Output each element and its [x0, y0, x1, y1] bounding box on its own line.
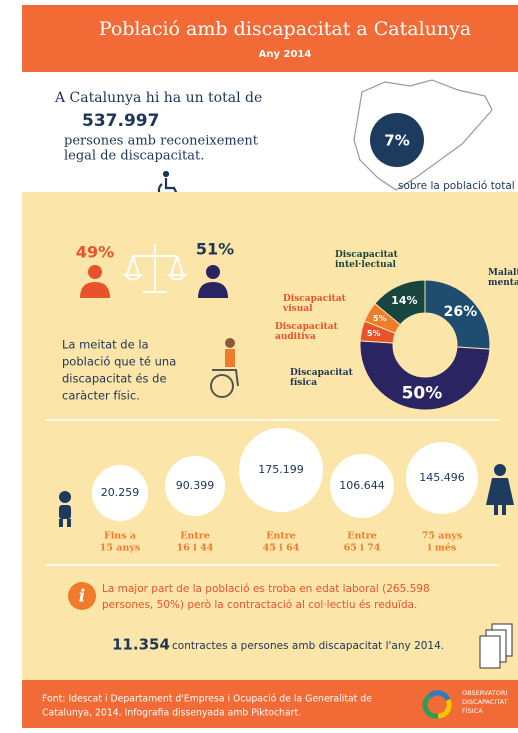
header-band: [22, 5, 518, 72]
age-label: Entre: [266, 531, 296, 542]
info-icon: i: [79, 587, 85, 607]
men-share: 51%: [196, 240, 234, 259]
logo-text: OBSERVATORI: [462, 689, 507, 697]
contracts-text: contractes a persones amb discapacitat l…: [172, 640, 444, 652]
source: Font: Idescat i Departament d'Empresa i …: [42, 694, 372, 705]
donut-segment: [359, 340, 491, 411]
subtitle: Any 2014: [259, 49, 312, 60]
document-icon: [479, 623, 513, 669]
intro: A Catalunya hi ha un total de: [54, 90, 262, 106]
footer-band: [22, 680, 518, 728]
age-value: 175.199: [258, 463, 304, 476]
scale-icon: [122, 245, 188, 293]
age-label: Fins a: [104, 531, 136, 542]
note-line: discapacitat és de: [62, 372, 167, 386]
donut-value-label: 50%: [402, 383, 443, 403]
donut-category-label: Discapacitat física: [290, 368, 354, 388]
total-number: 537.997: [82, 111, 159, 131]
info-circle: [68, 582, 96, 610]
share: 7%: [384, 132, 409, 150]
age-label: Entre: [347, 531, 377, 542]
child-icon: [59, 491, 71, 527]
donut-category-label: Discapacitat intel·lectual: [335, 250, 399, 270]
note-line: caràcter físic.: [62, 389, 140, 403]
age-circle: [330, 454, 394, 518]
intro-line: persones amb reconeixement: [64, 134, 259, 149]
share-circle: [370, 113, 424, 167]
employment-note: persones, 50%) però la contractació al c…: [102, 599, 417, 611]
donut-category-label: Malaltiamental: [488, 268, 518, 288]
donut-value-label: 5%: [373, 314, 387, 323]
age-circle: [239, 428, 323, 512]
woman-icon: [80, 265, 110, 298]
contracts-number: 11.354: [112, 636, 170, 654]
donut-value-label: 14%: [391, 294, 417, 307]
age-circle: [406, 442, 478, 514]
age-label: Entre: [180, 531, 210, 542]
age-label: 65 i 74: [344, 543, 381, 554]
donut-value-label: 26%: [444, 304, 478, 320]
donut-category-label: Discapacitat visual: [282, 294, 347, 314]
age-value: 90.399: [176, 479, 215, 492]
donut-segment: [374, 279, 426, 326]
women-share: 49%: [76, 243, 114, 262]
logo-text: DISCAPACITAT: [462, 698, 508, 706]
note-line: La meitat de la: [62, 338, 149, 352]
elder-icon: [486, 464, 514, 515]
age-value: 145.496: [419, 471, 465, 484]
intro-line: legal de discapacitat.: [64, 149, 204, 164]
age-value: 20.259: [101, 486, 140, 499]
age-label: 75 anys: [422, 531, 462, 542]
logo-mark: [422, 690, 452, 719]
wheelchair-person-icon: [210, 338, 239, 398]
share-note: sobre la població total: [398, 180, 515, 192]
age-value: 106.644: [339, 479, 385, 492]
donut-value-label: 5%: [367, 329, 381, 338]
age-circle: [92, 465, 148, 521]
logo-text: FÍSICA: [462, 706, 483, 715]
note-line: població que té una: [62, 355, 176, 369]
man-icon: [198, 265, 228, 298]
age-circle: [165, 456, 225, 516]
source: Catalunya, 2014. Infografia dissenyada a…: [42, 708, 301, 719]
title: Població amb discapacitat a Catalunya: [99, 18, 471, 40]
age-label: 45 i 64: [263, 543, 300, 554]
donut-category-label: Discapacitat auditiva: [275, 322, 339, 342]
age-label: i més: [428, 543, 456, 554]
employment-note: La major part de la població es troba en…: [102, 583, 430, 595]
age-label: 15 anys: [100, 543, 140, 554]
age-label: 16 i 44: [177, 543, 214, 554]
